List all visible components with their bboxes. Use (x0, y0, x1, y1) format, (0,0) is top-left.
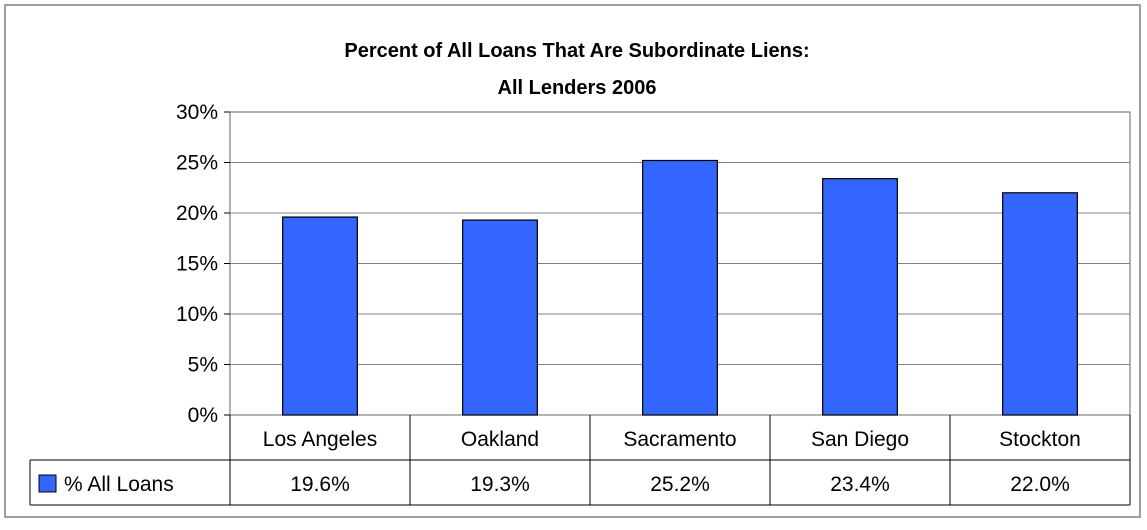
y-axis-ticks: 0% 5% 10% 15% 20% 25% 30% (176, 101, 218, 427)
category-label: Stockton (999, 428, 1081, 451)
bar (282, 216, 358, 416)
category-label: Sacramento (623, 428, 736, 451)
y-tick-label: 0% (188, 404, 218, 427)
legend-swatch (38, 474, 57, 493)
bar (462, 219, 538, 416)
y-tick-label: 10% (176, 303, 218, 326)
data-table: Los Angeles 19.6% Oakland 19.3% Sacramento 25… (29, 415, 1131, 506)
value-label: 19.3% (470, 473, 530, 496)
y-tick-label: 30% (176, 101, 218, 124)
value-label: 19.6% (290, 473, 350, 496)
chart-outer-border (4, 4, 1141, 518)
chart-title: Percent of All Loans That Are Subordinat… (344, 40, 809, 62)
legend-label: % All Loans (64, 473, 174, 496)
chart-subtitle: All Lenders 2006 (498, 77, 657, 99)
bar (1002, 192, 1078, 416)
bar (642, 159, 718, 416)
value-label: 25.2% (650, 473, 710, 496)
value-label: 22.0% (1010, 473, 1070, 496)
y-tick-label: 5% (188, 354, 218, 377)
category-label: Oakland (461, 428, 539, 451)
category-label: San Diego (811, 428, 909, 451)
category-label: Los Angeles (263, 428, 377, 451)
bar (822, 178, 898, 416)
y-tick-label: 25% (176, 152, 218, 175)
bars (282, 159, 1078, 416)
y-tick-label: 20% (176, 202, 218, 225)
y-tick-label: 15% (176, 253, 218, 276)
value-label: 23.4% (830, 473, 890, 496)
